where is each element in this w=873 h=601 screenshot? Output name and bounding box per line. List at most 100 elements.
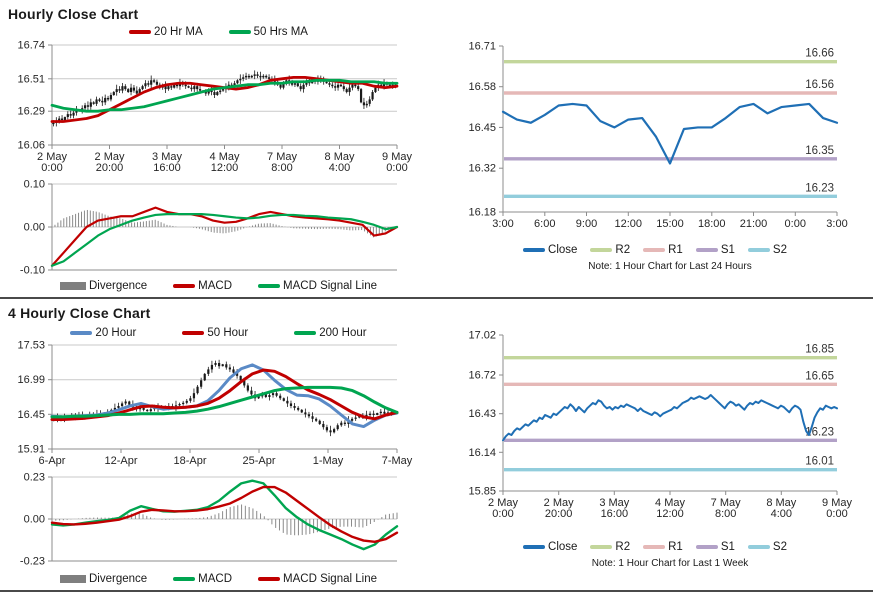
series-line-20-hour — [50, 363, 399, 429]
legend-label: S2 — [772, 541, 787, 553]
axis-label: 16.85 — [805, 344, 834, 356]
hourly-left-column: Hourly Close Chart 20 Hr MA 50 Hrs MA 16.… — [0, 0, 437, 297]
series-line-macd-signal-line — [50, 213, 399, 267]
chart-note-1week: Note: 1 Hour Chart for Last 1 Week — [591, 558, 749, 569]
legend-label: Close — [548, 541, 578, 553]
axis-label: 16.74 — [17, 40, 45, 52]
series-line-20-hr-ma — [50, 75, 399, 123]
legend-label: 20 Hr MA — [154, 26, 203, 38]
legend-line-marker-icon — [294, 331, 317, 335]
axis-label: 0.00 — [24, 222, 45, 234]
axis-label: 18:00 — [698, 218, 726, 230]
hourly-macd-canvas: 0.10 0.00 -0.10 — [20, 179, 399, 277]
legend-item-close: Close — [523, 244, 577, 256]
axis-label: 12:00 — [656, 508, 684, 520]
axis-label: 3:00 — [826, 218, 847, 230]
axis-label: 9:00 — [576, 218, 597, 230]
axis-label: 0.10 — [24, 179, 45, 191]
y-axis-labels: 17.53 16.99 16.45 15.91 — [17, 341, 45, 456]
four-hourly-section: 4 Hourly Close Chart 20 Hour 50 Hour 200 H… — [0, 299, 873, 592]
support-resistance-levels: 16.85 16.65 16.23 16.01 — [504, 344, 837, 472]
axis-label: 8:00 — [271, 162, 292, 174]
legend-item-s1: S1 — [695, 541, 735, 553]
axes — [48, 183, 397, 271]
legend-label: MACD — [198, 280, 233, 292]
legend-label: Close — [548, 244, 578, 256]
axes — [499, 45, 838, 216]
axes — [48, 44, 398, 149]
legend-line-marker-icon — [523, 248, 546, 252]
legend-line-marker-icon — [747, 248, 770, 252]
legend-label: S1 — [720, 244, 735, 256]
series-line-macd — [50, 206, 399, 267]
axis-label: -0.23 — [20, 556, 45, 568]
four-hourly-macd-legend: Divergence MACD MACD Signal Line — [0, 571, 437, 587]
hourly-price-legend: 20 Hr MA 50 Hrs MA — [0, 24, 437, 40]
legend-label: MACD Signal Line — [283, 280, 377, 292]
x-axis-labels: 3:00 6:00 9:00 12:00 15:00 18:00 21:00 0:00 3:00 — [492, 218, 847, 230]
legend-item-s1: S1 — [695, 244, 735, 256]
close-price-line — [502, 394, 838, 442]
axis-label: 16.29 — [17, 106, 45, 118]
legend-line-marker-icon — [590, 248, 613, 252]
axis-label: 12-Apr — [104, 455, 137, 467]
gridlines — [52, 183, 397, 228]
axis-label: 8:00 — [715, 508, 736, 520]
axis-label: 3 May — [599, 497, 629, 509]
legend-item-20-hour: 20 Hour — [70, 327, 136, 339]
y-axis-labels: 16.71 16.58 16.45 16.32 16.18 — [468, 41, 496, 219]
legend-label: MACD Signal Line — [283, 573, 377, 585]
axis-label: 7 May — [267, 151, 297, 163]
candles — [52, 359, 397, 437]
axis-label: 0:00 — [785, 218, 806, 230]
legend-label: R2 — [615, 541, 631, 553]
legend-label: 50 Hrs MA — [253, 26, 308, 38]
axis-label: 0.00 — [24, 514, 45, 526]
y-axis-labels: 0.23 0.00 -0.23 — [20, 472, 45, 568]
axis-label: 25-Apr — [242, 455, 275, 467]
legend-label: 50 Hour — [207, 327, 249, 339]
legend-item-200-hour: 200 Hour — [294, 327, 367, 339]
axis-label: 0:00 — [826, 508, 847, 520]
hourly-macd-legend: Divergence MACD MACD Signal Line — [0, 278, 437, 294]
axis-label: 0:00 — [41, 162, 62, 174]
axis-label: 4 May — [655, 497, 685, 509]
four-hourly-left-column: 4 Hourly Close Chart 20 Hour 50 Hour 200 H… — [0, 299, 437, 590]
y-axis-labels: 16.74 16.51 16.29 16.06 — [17, 40, 45, 152]
axis-label: 4:00 — [771, 508, 792, 520]
legend-label: Divergence — [88, 280, 148, 292]
axis-label: 16.45 — [468, 122, 496, 134]
page-title-hourly: Hourly Close Chart — [8, 6, 139, 22]
axis-label: 15.91 — [17, 444, 45, 456]
legend-item-r1: R1 — [643, 244, 683, 256]
axis-label: 6-Apr — [39, 455, 66, 467]
axis-label: 16.43 — [468, 408, 496, 420]
axis-label: 20:00 — [545, 508, 573, 520]
legend-item-divergence: Divergence — [59, 573, 147, 585]
axis-label: 16.66 — [805, 48, 834, 60]
legend-line-marker-icon — [258, 577, 281, 581]
four-hourly-right-column: 17.02 16.72 16.43 16.14 15.85 2 May 0:00 2 May 2… — [437, 299, 873, 590]
legend-label: S2 — [772, 244, 787, 256]
legend-line-marker-icon — [695, 545, 718, 549]
legend-item-50-hrs-ma: 50 Hrs MA — [228, 26, 308, 38]
legend-bar-marker-icon — [59, 575, 86, 583]
legend-line-marker-icon — [182, 331, 205, 335]
hourly-right-column: 16.71 16.58 16.45 16.32 16.18 3:00 6:00 9:00 12:… — [437, 0, 873, 297]
axis-label: 1-May — [313, 455, 344, 467]
last-24h-legend: Close R2 R1 S1 S2 — [437, 242, 873, 258]
four-hourly-close-chart-canvas: 17.53 16.99 16.45 15.916-Apr 12-Apr 18-Apr 25-… — [17, 341, 412, 467]
legend-line-marker-icon — [695, 248, 718, 252]
axis-label: 16.14 — [468, 447, 496, 459]
axis-label: 16:00 — [601, 508, 629, 520]
axis-label: -0.10 — [20, 265, 45, 277]
legend-item-50-hour: 50 Hour — [182, 327, 248, 339]
legend-line-marker-icon — [590, 545, 613, 549]
axis-label: 3 May — [152, 151, 182, 163]
legend-item-macd: MACD — [173, 573, 232, 585]
